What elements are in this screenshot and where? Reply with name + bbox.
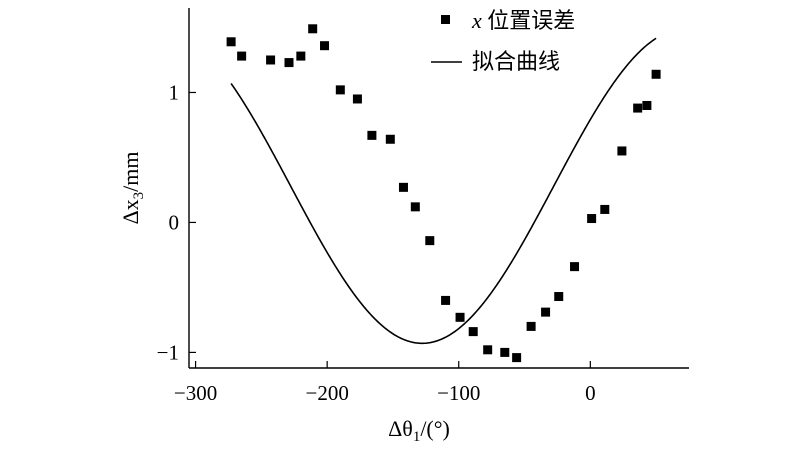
data-point (237, 51, 247, 61)
fit-curve (230, 37, 657, 345)
data-point (541, 307, 551, 317)
y-tick-label: 1 (169, 80, 180, 104)
data-point (410, 202, 420, 212)
data-point (320, 41, 330, 51)
data-point (284, 58, 294, 68)
data-point (226, 37, 236, 47)
data-point (600, 204, 610, 214)
data-point (352, 94, 362, 104)
data-point (266, 55, 276, 65)
fit-curve-group (230, 37, 657, 345)
x-tick-label: −300 (174, 381, 217, 405)
y-axis-title: Δx3/mm (118, 152, 147, 225)
data-point (308, 24, 318, 34)
data-point (455, 312, 465, 322)
data-point (587, 214, 597, 224)
data-point (483, 345, 493, 355)
data-markers-group (226, 24, 661, 363)
x-axis-title: Δθ1/(°) (388, 416, 450, 445)
legend-marker-icon (441, 15, 450, 24)
data-point (425, 236, 435, 246)
y-tick-label: 0 (169, 210, 180, 234)
x-tick-label: −200 (305, 381, 348, 405)
y-tick-label: −1 (157, 340, 179, 364)
data-point (570, 262, 580, 272)
legend-label-position-error: x 位置误差 (471, 8, 575, 33)
axes: −300 −200 −100 0 −1 0 1 (157, 8, 689, 405)
data-point (651, 69, 661, 79)
legend-label-fit-curve: 拟合曲线 (472, 49, 560, 74)
x-tick-label: −100 (437, 381, 480, 405)
data-point (642, 100, 652, 110)
data-point (367, 130, 377, 140)
axis-labels-group: Δθ1/(°) Δx3/mm (118, 152, 450, 446)
data-point (526, 321, 536, 331)
x-tick-label: 0 (585, 381, 596, 405)
data-point (385, 134, 395, 144)
data-point (296, 51, 306, 61)
data-point (554, 292, 564, 302)
data-point (398, 182, 408, 192)
data-point (468, 327, 478, 337)
data-point (500, 347, 510, 357)
data-point (617, 146, 627, 156)
data-point (633, 103, 643, 113)
data-point (512, 353, 522, 363)
data-point (335, 85, 345, 95)
data-point (441, 295, 451, 305)
